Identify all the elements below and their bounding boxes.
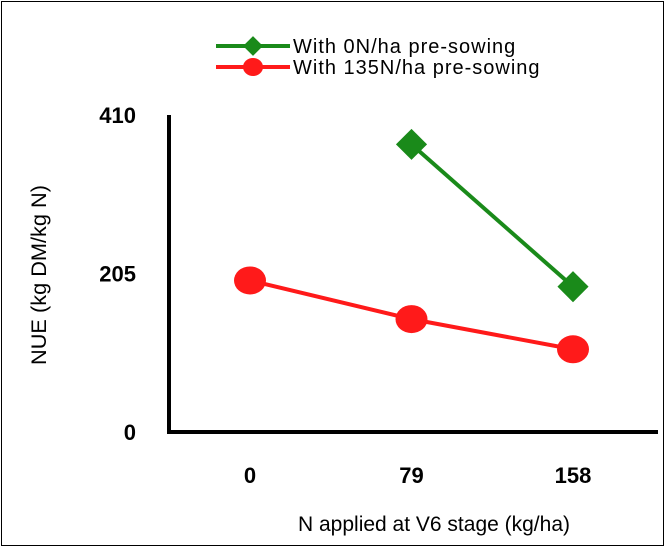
series-1 [234, 266, 589, 364]
x-tick-label: 79 [399, 463, 423, 488]
data-point [395, 305, 428, 334]
data-point [234, 266, 266, 295]
series-0 [395, 128, 589, 303]
legend-marker-series-0 [243, 36, 263, 56]
x-tick-label: 0 [244, 463, 256, 488]
data-point [557, 271, 589, 303]
x-axis-title: N applied at V6 stage (kg/ha) [298, 513, 570, 536]
y-tick-labels: 0 205 410 [99, 103, 136, 445]
x-tick-label: 158 [555, 463, 592, 488]
legend-marker-series-1 [243, 58, 263, 76]
data-point [557, 335, 589, 364]
legend-label-series-0: With 0N/ha pre-sowing [293, 36, 516, 58]
data-point [395, 128, 428, 160]
x-tick-labels: 0 79 158 [244, 463, 591, 488]
legend-item-series-1: With 135N/ha pre-sowing [216, 57, 541, 79]
y-tick-label: 410 [99, 103, 136, 128]
series-line-0 [410, 142, 575, 289]
legend-item-series-0: With 0N/ha pre-sowing [216, 36, 516, 58]
legend-label-series-1: With 135N/ha pre-sowing [293, 57, 541, 79]
y-axis-title: NUE (kg DM/kg N) [28, 185, 51, 365]
y-tick-label: 0 [124, 420, 136, 445]
legend: With 0N/ha pre-sowing With 135N/ha pre-s… [216, 36, 541, 79]
series-layer [234, 128, 589, 364]
y-tick-label: 205 [99, 262, 136, 287]
